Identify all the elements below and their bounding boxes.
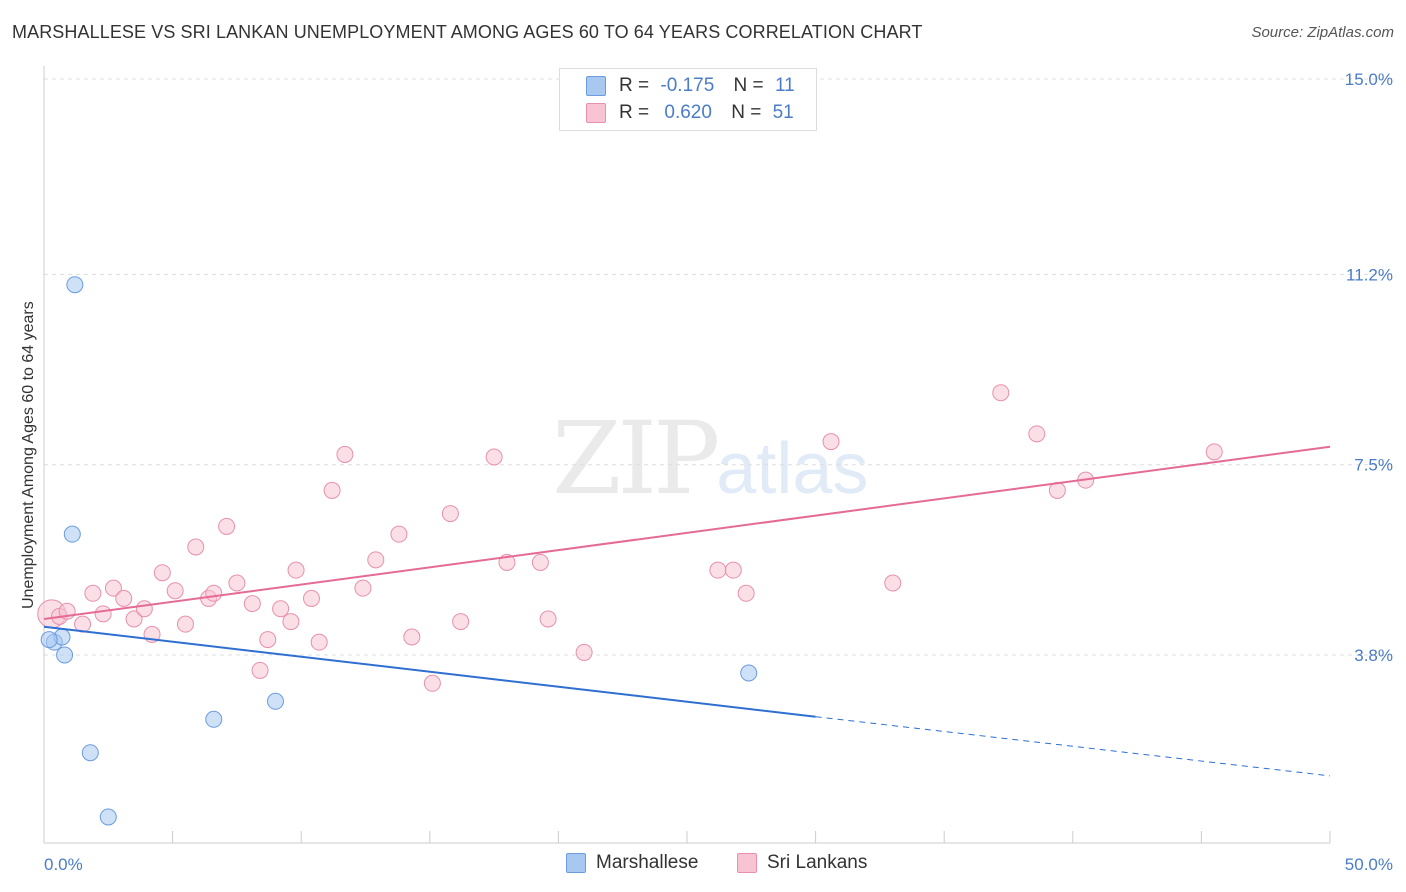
sri-lankan-point	[104, 579, 122, 597]
sri-lankan-point	[94, 605, 112, 623]
sri-lankan-point	[310, 633, 328, 651]
y-tick-label: 15.0%	[1345, 70, 1393, 89]
y-tick-label: 11.2%	[1346, 265, 1393, 284]
sri-lankan-point	[539, 610, 557, 628]
marshallese-point	[205, 710, 223, 728]
series-swatch-marshallese	[566, 853, 586, 873]
sri-lankan-trend-line	[43, 445, 1331, 620]
marshallese-point	[99, 808, 117, 826]
legend-n-label: N =	[731, 102, 762, 123]
marshallese-point	[266, 692, 284, 710]
sri-lankan-point	[205, 584, 223, 602]
sri-lankan-point	[125, 610, 143, 628]
sri-lankan-point	[390, 525, 408, 543]
marshallese-point	[66, 276, 84, 294]
sri-lankan-point	[354, 579, 372, 597]
series-swatch-sri-lankans	[737, 853, 757, 873]
x-tick-label: 50.0%	[1345, 855, 1393, 874]
sri-lankan-point	[575, 643, 593, 661]
sri-lankan-point	[531, 553, 549, 571]
y-axis-label: Unemployment Among Ages 60 to 64 years	[20, 301, 37, 609]
sri-lankan-point	[709, 561, 727, 579]
legend-swatch-sri-lankans	[586, 103, 606, 123]
watermark: ZIPatlas	[552, 400, 868, 517]
series-legend-sri-lankans[interactable]: Sri Lankans	[737, 852, 867, 874]
marshallese-point	[740, 664, 758, 682]
sri-lankan-point	[287, 561, 305, 579]
sri-lankan-point	[166, 582, 184, 600]
sri-lankan-point	[282, 613, 300, 631]
sri-lankan-point	[423, 674, 441, 692]
sri-lankan-point	[176, 615, 194, 633]
sri-lankan-point	[1205, 443, 1223, 461]
legend-swatch-marshallese	[586, 76, 606, 96]
y-tick-label: 3.8%	[1354, 646, 1393, 665]
sri-lankan-point	[251, 661, 269, 679]
sri-lankan-point	[187, 538, 205, 556]
watermark-atlas: atlas	[716, 429, 869, 509]
marshallese-point	[56, 646, 74, 664]
x-tick-label: 0.0%	[44, 855, 83, 874]
legend-r-label: R =	[619, 75, 650, 96]
sri-lankan-point	[884, 574, 902, 592]
sri-lankan-point	[724, 561, 742, 579]
sri-lankan-point	[367, 551, 385, 569]
correlation-legend: R = -0.175 N = 11 R = 0.620 N = 51	[559, 68, 817, 131]
sri-lankan-point	[403, 628, 421, 646]
sri-lankan-point	[485, 448, 503, 466]
sri-lankan-point	[228, 574, 246, 592]
legend-n-label: N =	[733, 75, 764, 96]
sri-lankan-point	[441, 505, 459, 523]
series-label-marshallese: Marshallese	[596, 852, 699, 873]
sri-lankan-point	[822, 433, 840, 451]
sri-lankan-point	[452, 613, 470, 631]
sri-lankan-point	[323, 481, 341, 499]
marshallese-trend-extension	[815, 716, 1331, 777]
sri-lankan-point	[243, 595, 261, 613]
sri-lankan-point	[115, 589, 133, 607]
sri-lankan-point	[153, 564, 171, 582]
sri-lankan-point	[218, 517, 236, 535]
y-tick-label: 7.5%	[1354, 456, 1393, 475]
legend-n-value: 11	[774, 75, 795, 96]
sri-lankan-point	[737, 584, 755, 602]
sri-lankan-point	[84, 584, 102, 602]
legend-r-value: -0.175	[660, 75, 715, 96]
legend-n-value: 51	[772, 102, 794, 123]
sri-lankan-point	[272, 600, 290, 618]
sri-lankan-point	[135, 600, 153, 618]
sri-lankan-point	[336, 445, 354, 463]
legend-r-label: R =	[619, 102, 650, 123]
sri-lankan-point	[259, 631, 277, 649]
watermark-zip: ZIP	[552, 400, 720, 517]
source-label: Source: ZipAtlas.com	[1251, 24, 1394, 41]
sri-lankan-point	[992, 384, 1010, 402]
sri-lankan-point	[302, 589, 320, 607]
sri-lankan-point	[1028, 425, 1046, 443]
legend-r-value: 0.620	[664, 102, 712, 123]
marshallese-point	[40, 631, 58, 649]
series-legend-marshallese[interactable]: Marshallese	[566, 852, 698, 874]
marshallese-point	[81, 744, 99, 762]
marshallese-trend-line	[43, 625, 816, 718]
chart-title: MARSHALLESE VS SRI LANKAN UNEMPLOYMENT A…	[12, 22, 923, 42]
series-legend: Marshallese Sri Lankans	[0, 852, 1406, 878]
marshallese-point	[63, 525, 81, 543]
series-label-sri-lankans: Sri Lankans	[767, 852, 868, 873]
